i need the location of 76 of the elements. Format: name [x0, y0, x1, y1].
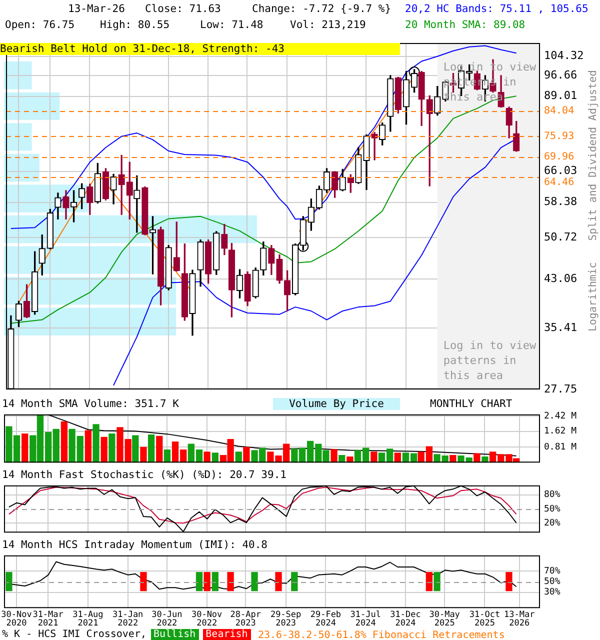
text: MONTHLY CHART — [430, 398, 512, 410]
x-tick-label: 31-Jan 2022 — [112, 610, 144, 629]
text: Low: 71.48 — [200, 19, 264, 31]
bar — [330, 449, 338, 463]
y-tick-label: 1.62 M — [544, 426, 578, 437]
chart-title: 14 Month Fast Stochastic (%K) (%D): 20.7 39.1 — [2, 469, 286, 481]
bar — [92, 424, 100, 463]
y-tick-label: 43.06 — [544, 272, 578, 285]
text: Volume By Price — [273, 398, 400, 410]
y-tick-label: 70% — [544, 566, 561, 577]
text: Bearish — [202, 629, 251, 640]
y-tick-label: 89.01 — [544, 89, 578, 102]
text: 20,2 HC Bands: 75.11 , 105.65 — [405, 3, 588, 15]
x-tick-label: 31-Jul 2024 — [350, 610, 381, 629]
bar — [370, 452, 378, 463]
y-tick-label: 50% — [544, 577, 561, 588]
y-tick-label: 30% — [544, 588, 561, 598]
bar — [4, 62, 32, 90]
x-tick-label: 31-Dec 2024 — [390, 610, 421, 629]
ref-line-label: 64.46 — [544, 176, 574, 188]
y-tick-label: 80% — [544, 490, 561, 500]
y-tick-label: 2.42 M — [544, 411, 578, 422]
y-tick-label: 96.66 — [544, 68, 578, 82]
candlestick — [371, 132, 378, 160]
text: Close: 71.63 — [145, 3, 221, 15]
bar — [132, 435, 139, 463]
bar — [243, 446, 250, 463]
ref-line-label: 84.04 — [544, 105, 574, 116]
text: 13-Mar-26 — [68, 3, 125, 15]
y-tick-label: 0.81 M — [544, 442, 578, 452]
text: Vol: 213,219 — [290, 19, 366, 31]
y-tick-label: 58.38 — [544, 195, 578, 208]
text: Change: -7.72 {-9.7 %} — [252, 3, 392, 15]
x-tick-label: 31-Mar 2021 — [32, 610, 64, 629]
ref-line-label: 69.96 — [544, 151, 574, 162]
text: High: 80.55 — [100, 19, 170, 31]
text: 20 Month SMA: 89.08 — [405, 19, 526, 31]
y-tick-label: 66.03 — [544, 164, 578, 178]
x-tick-label: 31-Oct 2025 — [469, 610, 500, 629]
candlestick — [118, 154, 125, 215]
bar — [148, 434, 155, 463]
bar — [4, 123, 32, 151]
x-tick-label: 30-Nov 2022 — [191, 610, 222, 629]
y-tick-label: 20% — [544, 518, 561, 529]
chart-title: 14 Month HCS Intraday Momentum (IMI): 40.8 — [2, 539, 268, 551]
chart-title: 14 Month SMA Volume: 351.7 K — [2, 398, 180, 410]
x-tick-label: 13-Mar 2026 — [504, 610, 535, 629]
text: 23.6-38.2-50-61.8% Fibonacci Retracements — [258, 630, 505, 640]
x-tick-label: 30-Jun 2022 — [152, 610, 182, 629]
bar — [60, 421, 68, 463]
x-tick-label: 30-Nov 2020 — [1, 610, 32, 629]
y-tick-label: 104.32 — [544, 49, 584, 62]
text: Logarithmic — [587, 262, 599, 332]
x-tick-label: 30-May 2025 — [429, 610, 460, 629]
bar — [84, 430, 92, 463]
legend-title: % K - HCS IMI Crossover, — [2, 629, 146, 640]
x-tick-label: 28-Apr 2023 — [230, 610, 262, 629]
bar — [140, 446, 147, 463]
y-axis-title: Split and Dividend Adjusted — [587, 70, 599, 241]
bar — [108, 434, 116, 463]
y-tick-label: 35.41 — [544, 320, 578, 334]
annotation: Bearish Belt Hold on 31-Dec-18, Strength: -43 — [0, 43, 284, 55]
text: Open: 76.75 — [5, 19, 75, 31]
x-tick-label: 29-Sep 2023 — [270, 610, 302, 629]
bar — [22, 434, 28, 463]
text: Log in to view patterns in this area — [443, 338, 536, 382]
text: Bullish — [150, 629, 199, 640]
ref-line-label: 75.93 — [544, 130, 574, 142]
y-tick-label: 27.75 — [544, 382, 578, 396]
y-tick-label: 50.72 — [544, 230, 578, 244]
y-tick-label: 50% — [544, 504, 561, 514]
x-tick-label: 29-Feb 2024 — [310, 610, 342, 629]
bar — [156, 436, 163, 463]
bar — [164, 450, 171, 463]
bar — [100, 436, 108, 463]
x-tick-label: 31-Aug 2021 — [72, 610, 104, 629]
